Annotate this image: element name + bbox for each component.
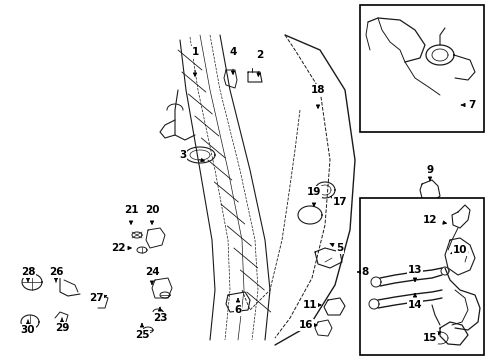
Text: 30: 30 [20,325,35,335]
Bar [359,198,483,355]
Text: 24: 24 [144,267,159,277]
Text: 21: 21 [123,205,138,215]
Text: 28: 28 [20,267,35,277]
Text: 4: 4 [229,47,236,57]
Text: 22: 22 [110,243,125,253]
Text: 10: 10 [452,245,467,255]
Text: 14: 14 [407,300,422,310]
Text: 5: 5 [336,243,343,253]
Bar [359,5,483,132]
Text: 1: 1 [191,47,198,57]
Text: 18: 18 [310,85,325,95]
Text: 8: 8 [361,267,368,277]
Text: 20: 20 [144,205,159,215]
Text: 2: 2 [256,50,263,60]
Text: 11: 11 [302,300,317,310]
Text: 7: 7 [468,100,475,110]
Text: 26: 26 [49,267,63,277]
Text: 9: 9 [426,165,433,175]
Text: 25: 25 [135,330,149,340]
Text: 19: 19 [306,187,321,197]
Text: 23: 23 [152,313,167,323]
Text: 12: 12 [422,215,436,225]
Text: 29: 29 [55,323,69,333]
Text: 13: 13 [407,265,421,275]
Text: 16: 16 [298,320,313,330]
Text: 17: 17 [332,197,346,207]
Text: 3: 3 [179,150,186,160]
Text: 15: 15 [422,333,436,343]
Text: 27: 27 [88,293,103,303]
Text: 6: 6 [234,305,241,315]
